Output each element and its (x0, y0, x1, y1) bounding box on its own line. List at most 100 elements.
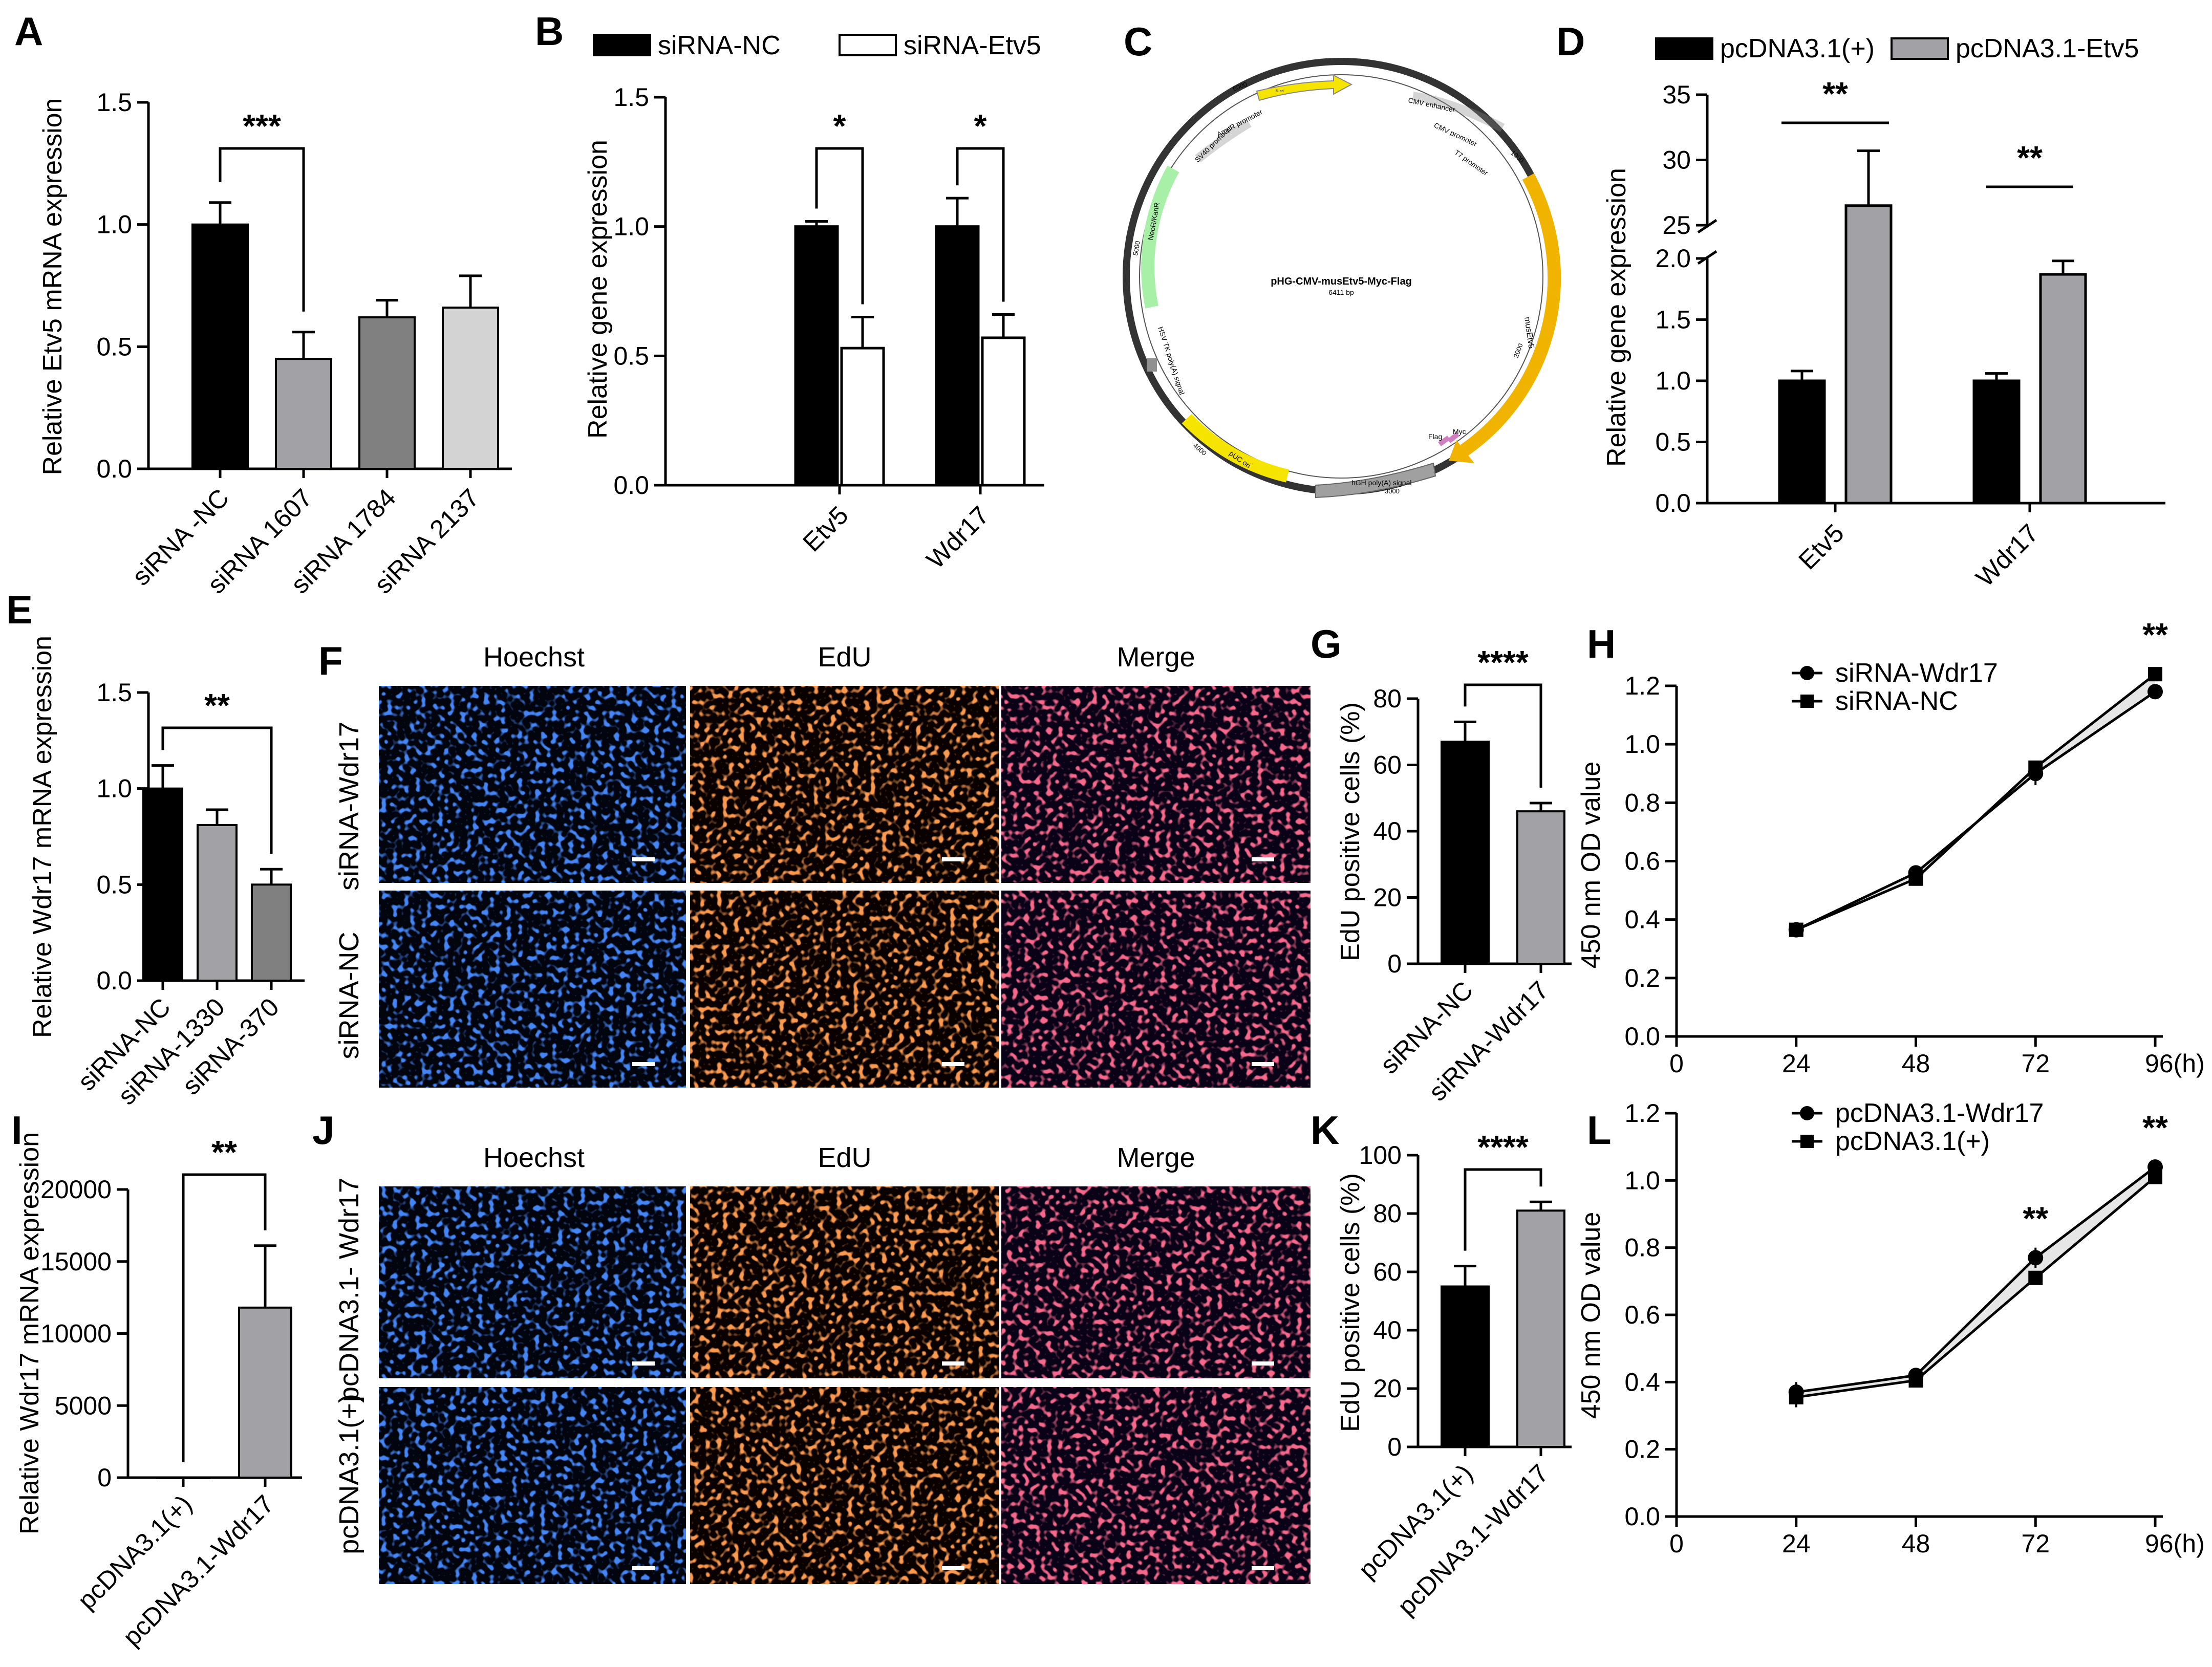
f1-ori-label: f1 ori (1276, 90, 1284, 93)
chart-h-y-tick-label: 0.0 (1624, 1022, 1660, 1051)
hgh-label: hGH poly(A) signal (1351, 479, 1412, 487)
chart-d-y-tick-label: 30 (1662, 146, 1691, 175)
scale-bar (1252, 1062, 1274, 1066)
legend-label-sirna-etv5: siRNA-Etv5 (904, 31, 1041, 60)
chart-a: 0.0 0.5 1.0 1.5 Relative Etv5 mRNA expressio… (38, 88, 512, 599)
j-img-edu-2-cells (690, 1387, 999, 1584)
significance-bracket (182, 1173, 267, 1462)
significance-bracket-stars: ** (204, 687, 230, 724)
chart-g-y-tick-label: 60 (1373, 751, 1402, 780)
panel-label-k: K (1311, 1108, 1339, 1153)
chart-a-y-tick-label: 0.5 (96, 332, 132, 361)
cmv-enhancer-feature (1412, 92, 1505, 132)
micrograph-grid-j: Hoechst EdU Merge pcDNA3.1- Wdr17 pcDNA3… (334, 1142, 1311, 1584)
panel-label-c: C (1124, 19, 1152, 64)
j-img-hoechst-1-cells (379, 1186, 686, 1378)
chart-l: 0.0 0.2 0.4 0.6 0.8 1.0 1.2 450 nm OD value 0 24 4… (1576, 1098, 2205, 1558)
chart-k-y-tick-label: 100 (1359, 1141, 1402, 1170)
data-point (1908, 1373, 1923, 1388)
sv40-promoter-label: SV40 promoter (1193, 124, 1233, 164)
chart-e-y-tick-label: 0.0 (96, 966, 132, 995)
chart-i-y-tick-label: 0 (97, 1463, 112, 1492)
data-point (1908, 871, 1923, 886)
chart-d-y-tick-label: 1.0 (1655, 366, 1691, 395)
legend-swatch-pcdna-etv5 (1891, 37, 1949, 60)
significance-bracket (815, 147, 864, 305)
panel-label-d: D (1556, 19, 1585, 64)
chart-i-y-tick-label: 15000 (40, 1247, 112, 1276)
chart-g-y-tick-label: 0 (1387, 949, 1402, 978)
significance-bracket-stars: *** (243, 107, 281, 144)
chart-k-y-tick-label: 40 (1373, 1316, 1402, 1345)
chart-l-y-tick-label: 0.2 (1624, 1435, 1660, 1464)
significance-stars: ** (2142, 616, 2168, 653)
chart-d-y-tick-label: 25 (1662, 211, 1691, 240)
chart-l-y-tick-label: 1.2 (1624, 1099, 1660, 1128)
chart-k-y-tick-label: 20 (1373, 1374, 1402, 1403)
chart-l-x-tick-label: 96(h) (2145, 1529, 2205, 1558)
bar-pcdna3-1-etv5 (2039, 273, 2087, 505)
chart-h-y-tick-label: 0.4 (1624, 905, 1660, 934)
data-point (2148, 1170, 2162, 1184)
chart-b-y-tick-label: 1.5 (613, 83, 649, 112)
neor-feature (1141, 165, 1179, 309)
scale-bar (632, 857, 655, 861)
chart-h-y-tick-label: 0.2 (1624, 964, 1660, 992)
x-tick-label: Wdr17 (1970, 518, 2044, 592)
panel-label-a: A (14, 9, 43, 54)
chart-a-y-axis-label: Relative Etv5 mRNA expression (38, 98, 68, 475)
bar-sirna-etv5 (981, 336, 1026, 487)
legend-label-pcdna-etv5: pcDNA3.1-Etv5 (1956, 34, 2139, 63)
chart-k-y-tick-label: 80 (1373, 1199, 1402, 1228)
scale-bar (632, 1361, 655, 1366)
chart-l-x-tick-label: 48 (1902, 1529, 1930, 1558)
chart-i-y-tick-label: 20000 (40, 1175, 112, 1204)
legend-marker-circle (1800, 1106, 1814, 1120)
j-img-hoechst-2-cells (379, 1387, 686, 1584)
panel-label-g: G (1311, 621, 1342, 666)
chart-l-y-tick-label: 0.0 (1624, 1502, 1660, 1531)
hgh-feature (1315, 462, 1436, 499)
musetv5-label: musEtv5 (1522, 316, 1536, 349)
panel-label-j: J (312, 1108, 334, 1153)
flag-label: Flag (1428, 432, 1442, 441)
chart-l-x-tick-label: 72 (2021, 1529, 2050, 1558)
chart-h-x-tick-label: 96(h) (2145, 1049, 2205, 1078)
x-tick-label: Etv5 (1793, 518, 1849, 575)
f-scale-bars (632, 857, 1274, 1066)
bar-sirna-nc (935, 225, 980, 487)
j-row-pcdna-wdr17: pcDNA3.1- Wdr17 (334, 1178, 364, 1402)
f-header-edu: EdU (818, 642, 871, 673)
legend-label: pcDNA3.1(+) (1835, 1127, 1990, 1156)
chart-g-y-axis-label: EdU positive cells (%) (1336, 702, 1365, 961)
chart-a-y-tick-label: 1.0 (96, 210, 132, 239)
j-header-edu: EdU (818, 1142, 871, 1173)
x-tick-label: Wdr17 (921, 501, 995, 574)
chart-d-y-tick-label: 35 (1662, 80, 1691, 109)
chart-h-x-tick-label: 0 (1669, 1049, 1684, 1078)
significance-bracket-stars: **** (1477, 1129, 1529, 1165)
hsv-block (1147, 358, 1157, 372)
significance-stars: ** (2142, 1109, 2168, 1146)
chart-e-y-axis-label: Relative Wdr17 mRNA expression (28, 636, 57, 1038)
chart-h-y-tick-label: 0.8 (1624, 788, 1660, 817)
f-header-merge: Merge (1116, 642, 1195, 673)
chart-b-y-tick-label: 0.0 (613, 471, 649, 500)
panel-label-b: B (535, 9, 564, 54)
tick-3000: 3000 (1385, 487, 1400, 495)
chart-h-x-tick-label: 24 (1782, 1049, 1811, 1078)
chart-i-y-tick-label: 5000 (55, 1391, 112, 1420)
chart-k-y-tick-label: 0 (1387, 1433, 1402, 1461)
f-img-hoechst-1-cells (379, 686, 686, 883)
scale-bar (942, 1361, 964, 1366)
chart-k-y-axis-label: EdU positive cells (%) (1336, 1173, 1365, 1432)
bar-sirna-2137 (442, 306, 499, 470)
j-img-merge-2-cells (1001, 1387, 1311, 1584)
significance-bracket-stars: ** (211, 1134, 237, 1171)
significance-bracket (219, 147, 305, 312)
ampr-feature (1195, 119, 1252, 163)
chart-b-y-tick-label: 1.0 (613, 212, 649, 241)
legend-swatch-sirna-etv5 (839, 34, 897, 56)
